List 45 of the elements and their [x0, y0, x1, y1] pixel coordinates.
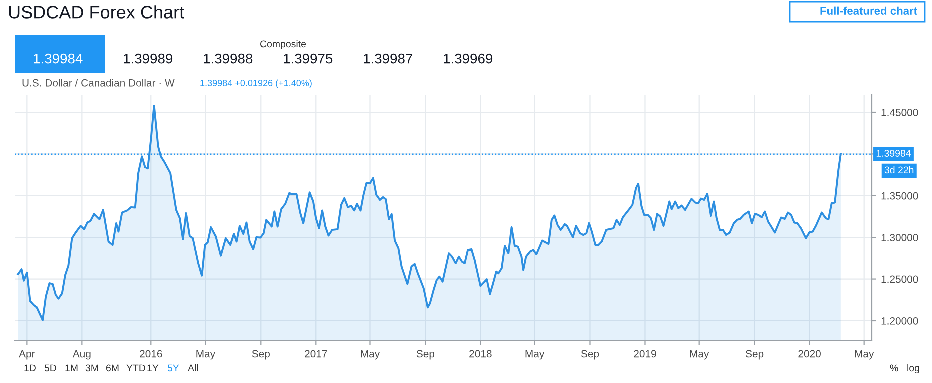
- x-tick-label: May: [855, 350, 874, 360]
- chart-subtitle: U.S. Dollar / Canadian Dollar · W: [22, 79, 175, 87]
- y-tick-label: 1.20000: [882, 317, 918, 325]
- x-tick-label: May: [196, 350, 216, 360]
- text: log: [908, 364, 920, 374]
- x-tick-label: 2018: [470, 350, 492, 358]
- x-tick-label: May: [361, 350, 380, 360]
- text: Full-featured chart: [820, 6, 918, 15]
- text: 3d 22h: [884, 166, 914, 174]
- y-tick-label: 1.25000: [882, 276, 918, 284]
- text: 1.39975: [284, 54, 333, 64]
- text: All: [188, 364, 198, 372]
- x-tick-label: 2017: [305, 350, 328, 358]
- text: %: [890, 364, 898, 372]
- text: 1.39984: [34, 54, 83, 64]
- text: Composite: [260, 40, 306, 50]
- text: 1.39984 +0.01926 (+1.40%): [200, 80, 312, 88]
- y-tick-label: 1.35000: [882, 192, 918, 200]
- text: 1M: [66, 364, 78, 372]
- text: 1Y: [148, 364, 159, 372]
- x-tick-label: 2020: [798, 350, 821, 358]
- text: 5Y: [168, 364, 180, 372]
- text: 5D: [44, 364, 56, 372]
- x-tick-label: May: [690, 350, 710, 360]
- x-tick-label: Sep: [416, 350, 435, 360]
- text: 1D: [24, 364, 36, 372]
- x-tick-label: Sep: [252, 350, 270, 360]
- x-tick-label: 2019: [634, 350, 656, 358]
- x-tick-label: Apr: [19, 350, 36, 360]
- text: 3M: [86, 364, 98, 372]
- x-tick-label: Sep: [581, 350, 600, 360]
- y-tick-label: 1.30000: [882, 234, 918, 242]
- x-tick-label: May: [526, 350, 545, 360]
- text: YTD: [126, 364, 146, 372]
- text: 1.39988: [204, 54, 253, 64]
- text: 6M: [106, 364, 119, 372]
- text: 1.39989: [124, 54, 173, 64]
- x-tick-label: Aug: [72, 350, 91, 360]
- chart-title: USDCAD Forex Chart: [9, 6, 184, 19]
- x-tick-label: 2016: [140, 350, 162, 358]
- y-tick-label: 1.45000: [882, 109, 918, 116]
- x-tick-label: Sep: [746, 350, 764, 360]
- text: 1.39969: [444, 54, 493, 64]
- text: 1.39987: [364, 54, 413, 64]
- ref-line-label: 1.39984: [876, 150, 912, 157]
